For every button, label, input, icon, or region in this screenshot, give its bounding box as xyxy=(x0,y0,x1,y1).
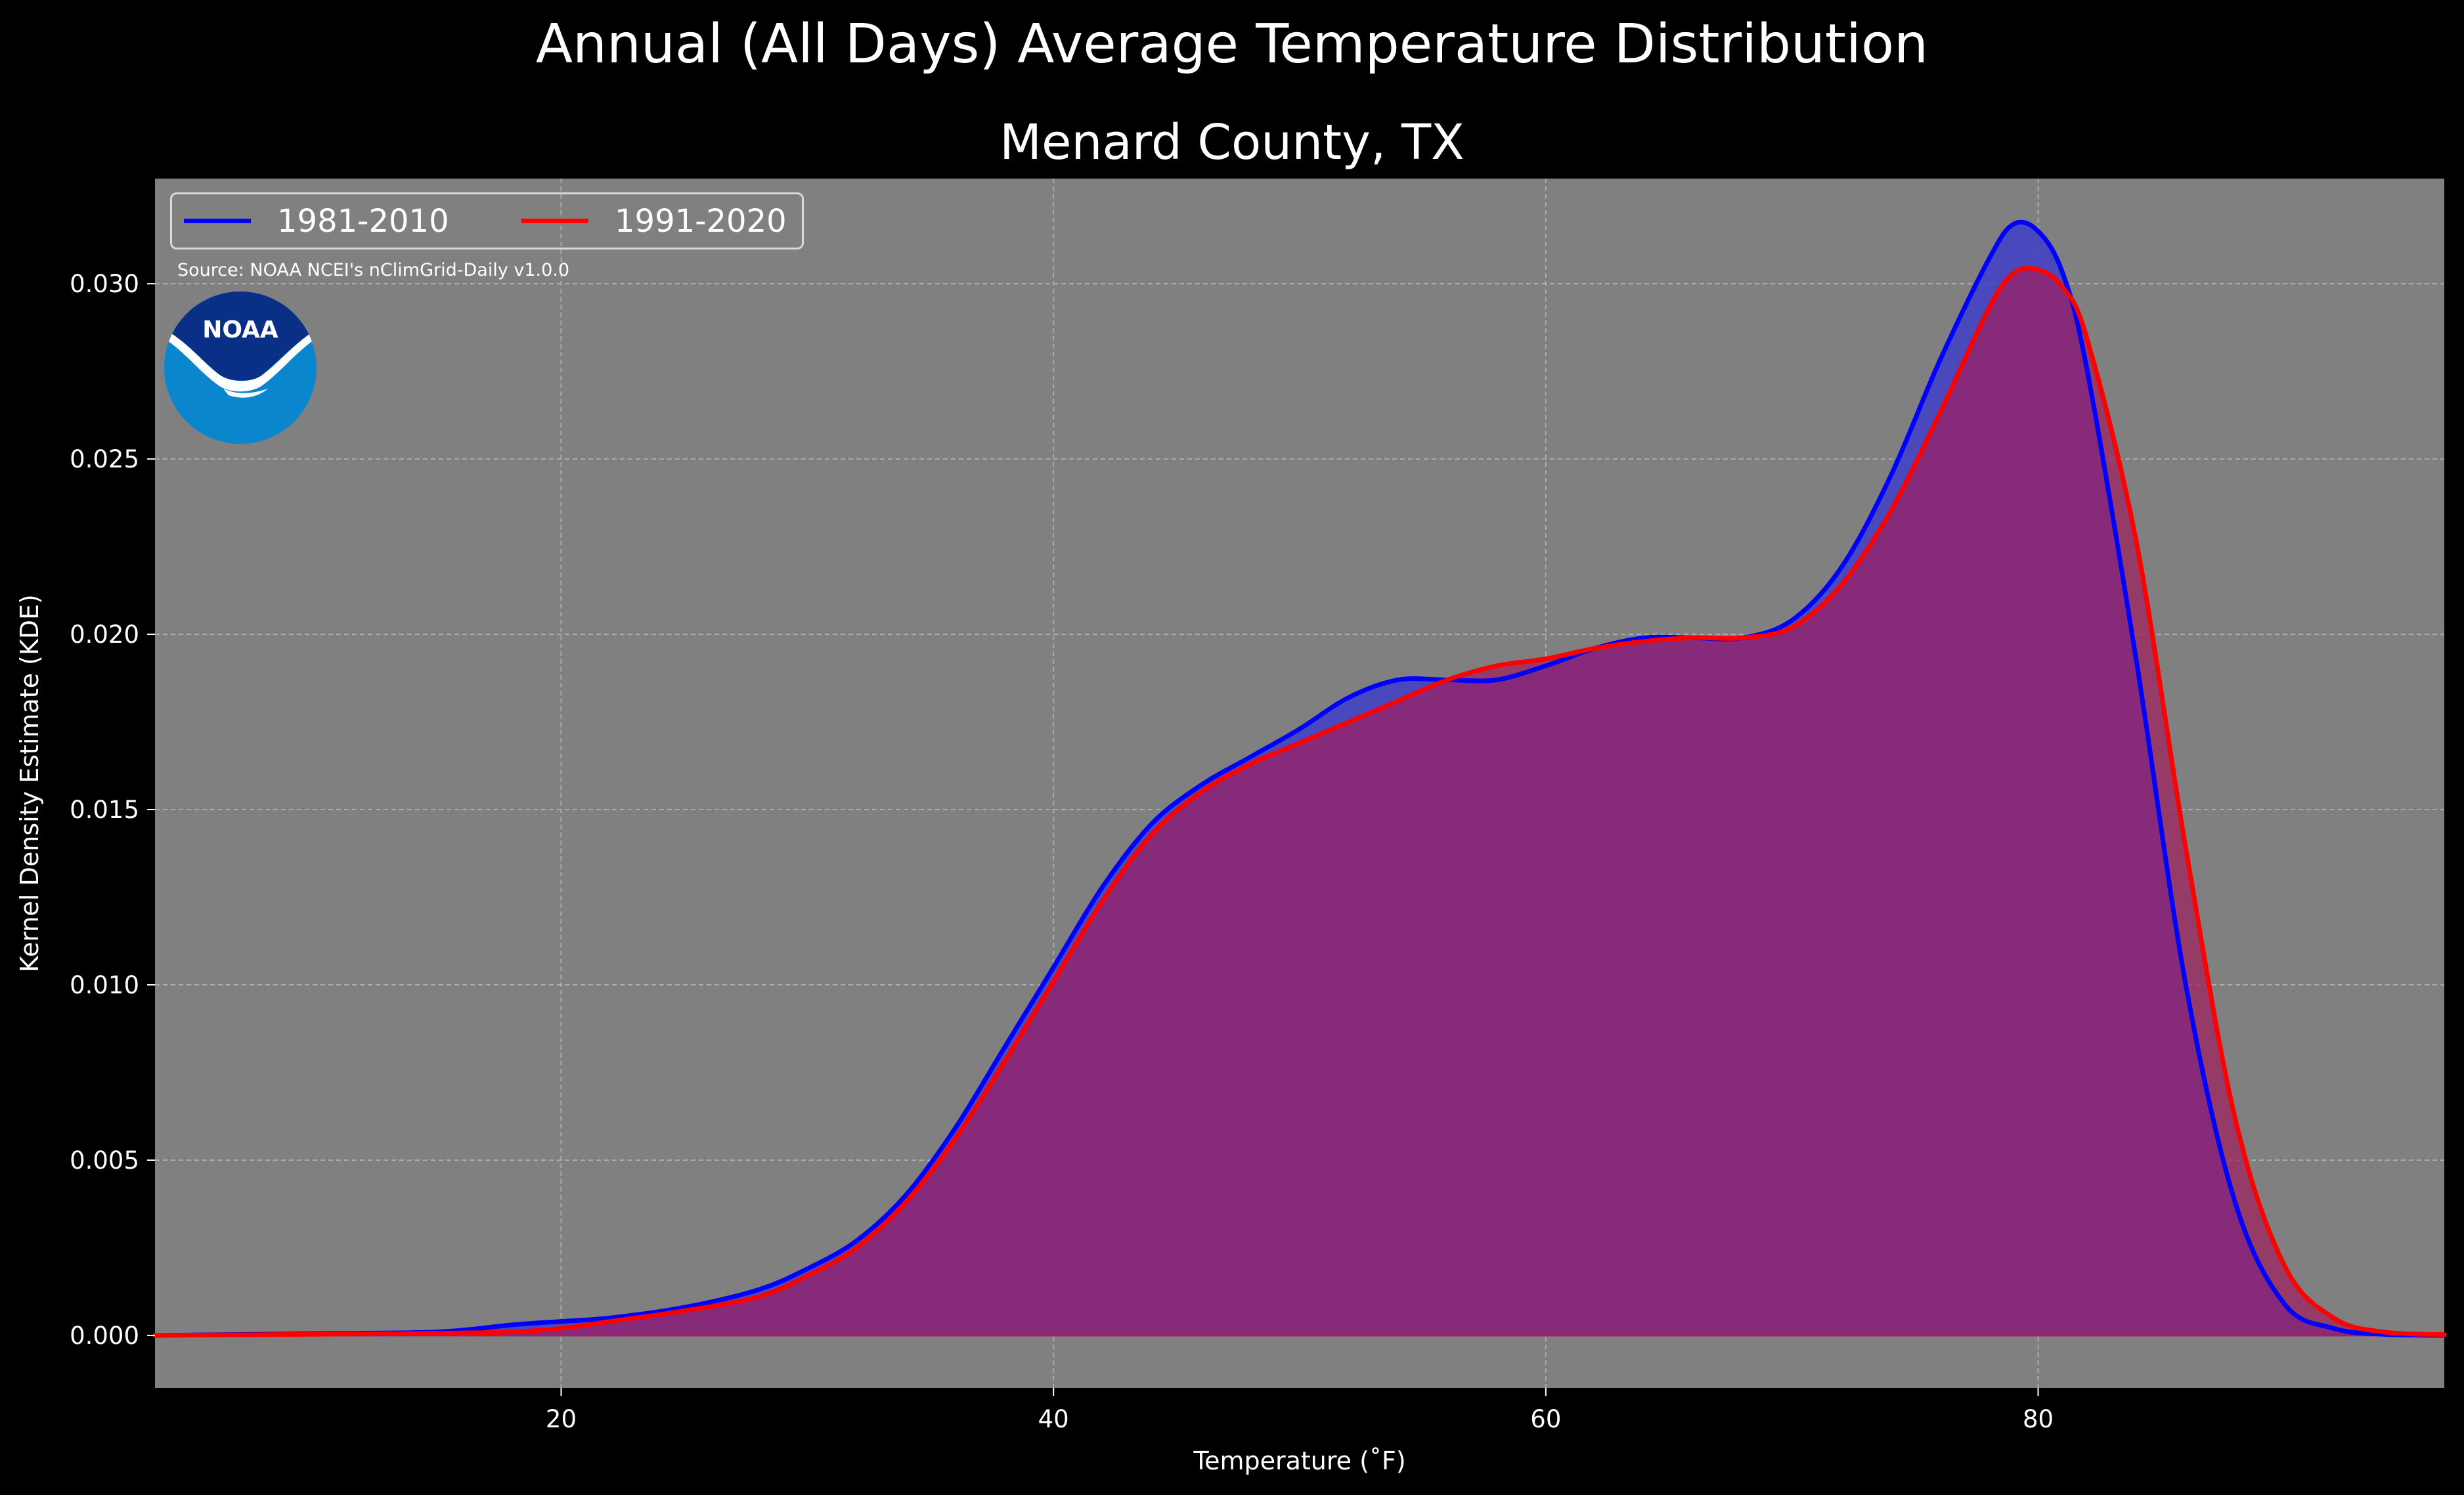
y-tick-label: 0.030 xyxy=(70,270,139,298)
legend-swatch xyxy=(184,219,251,223)
chart-title: Menard County, TX xyxy=(1000,114,1464,171)
y-tick-label: 0.015 xyxy=(70,796,139,824)
noaa-logo-text: NOAA xyxy=(202,316,278,343)
x-axis-ticks: 20 40 60 80 xyxy=(546,1388,2054,1433)
legend-label: 1981-2010 xyxy=(277,202,449,240)
legend-item-1991-2020: 1991-2020 xyxy=(521,194,787,248)
series-line-1981-2010 xyxy=(152,219,2447,1338)
x-tick-label: 40 xyxy=(1038,1405,1069,1433)
series-lines xyxy=(152,219,2447,1338)
y-tick-label: 0.000 xyxy=(70,1322,139,1350)
legend-item-1981-2010: 1981-2010 xyxy=(184,194,449,248)
y-axis-label: Kernel Density Estimate (KDE) xyxy=(15,594,44,972)
y-tick-label: 0.025 xyxy=(70,445,139,473)
x-axis-label: Temperature (˚F) xyxy=(1193,1446,1405,1475)
y-tick-label: 0.010 xyxy=(70,971,139,999)
source-note: Source: NOAA NCEI's nClimGrid-Daily v1.0… xyxy=(177,260,570,280)
legend-swatch xyxy=(521,219,588,223)
y-axis-ticks: 0.000 0.005 0.010 0.015 0.020 0.025 0.030 xyxy=(70,270,155,1350)
legend: 1981-2010 1991-2020 xyxy=(170,192,804,249)
x-tick-label: 20 xyxy=(546,1405,577,1433)
x-tick-label: 80 xyxy=(2023,1405,2054,1433)
y-tick-label: 0.020 xyxy=(70,620,139,649)
area-fill-1991-2020 xyxy=(155,268,2444,1335)
x-tick-label: 60 xyxy=(1530,1405,1561,1433)
figure-suptitle: Annual (All Days) Average Temperature Di… xyxy=(535,13,1929,76)
legend-label: 1991-2020 xyxy=(615,202,787,240)
series-line-1991-2020 xyxy=(152,265,2447,1338)
series-fills xyxy=(155,222,2444,1337)
noaa-logo: NOAA xyxy=(164,292,317,444)
y-tick-label: 0.005 xyxy=(70,1146,139,1175)
